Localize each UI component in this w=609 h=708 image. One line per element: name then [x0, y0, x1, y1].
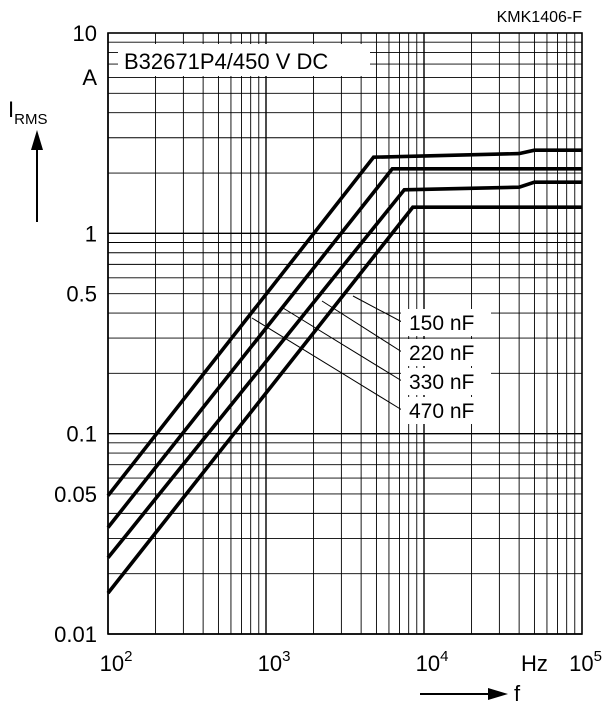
- legend-label-1: 150 nF: [409, 312, 474, 335]
- legend-label-4: 470 nF: [409, 400, 474, 423]
- series-lines: [106, 148, 582, 595]
- x-tick-base: 10: [416, 651, 440, 676]
- x-tick-label: 103: [258, 648, 291, 676]
- x-tick-base: 10: [258, 651, 282, 676]
- title-box: [118, 44, 370, 76]
- series-line-3: [106, 180, 582, 559]
- x-unit: Hz: [521, 651, 548, 676]
- y-axis-label: IRMS: [8, 97, 47, 128]
- x-tick-exponent: 5: [594, 648, 602, 665]
- y-tick-label: 1: [85, 221, 97, 246]
- y-axis-label-main: I: [8, 97, 14, 122]
- x-tick-label: 105: [569, 648, 602, 676]
- legend-leader-1: [352, 295, 403, 323]
- y-tick-label: 10: [73, 21, 97, 46]
- x-tick-labels: 102 103 104 105: [100, 648, 602, 676]
- legend-label-background: [401, 309, 491, 336]
- x-axis-label: f: [514, 681, 521, 706]
- legend-label-background: [401, 339, 491, 366]
- x-tick-label: 102: [100, 648, 133, 676]
- y-unit: A: [82, 65, 97, 90]
- legend-label-3: 330 nF: [409, 371, 474, 394]
- x-tick-exponent: 3: [282, 648, 290, 665]
- y-tick-label: 0.01: [54, 622, 97, 647]
- y-tick-label: 0.05: [54, 482, 97, 507]
- y-tick-label: 0.5: [66, 282, 97, 307]
- grid: [107, 32, 583, 635]
- legend-label-background: [401, 397, 491, 424]
- legend-leader-3: [282, 307, 403, 382]
- y-axis-arrow: [31, 130, 43, 222]
- chart-code: KMK1406-F: [497, 9, 583, 26]
- legend-label-2: 220 nF: [409, 342, 474, 365]
- x-tick-base: 10: [569, 651, 593, 676]
- y-tick-label: 0.1: [66, 422, 97, 447]
- y-axis-label-sub: RMS: [14, 111, 47, 128]
- y-tick-labels: 10 1 0.5 0.1 0.05 0.01: [54, 21, 97, 647]
- legend-leader-2: [321, 300, 403, 353]
- series-line-2: [106, 167, 582, 529]
- plot-frame: [107, 32, 583, 635]
- x-tick-base: 10: [100, 651, 124, 676]
- chart-title: B32671P4/450 V DC: [124, 49, 328, 74]
- x-axis-arrow: [420, 688, 508, 700]
- legend: 150 nF 220 nF 330 nF 470 nF: [401, 309, 491, 424]
- x-tick-exponent: 4: [440, 648, 448, 665]
- legend-leader-4: [251, 317, 403, 411]
- legend-leader-lines: [251, 295, 403, 411]
- series-line-1: [106, 148, 582, 497]
- series-line-4: [106, 205, 582, 595]
- x-tick-label: 104: [416, 648, 449, 676]
- x-tick-exponent: 2: [124, 648, 132, 665]
- legend-label-background: [401, 368, 491, 395]
